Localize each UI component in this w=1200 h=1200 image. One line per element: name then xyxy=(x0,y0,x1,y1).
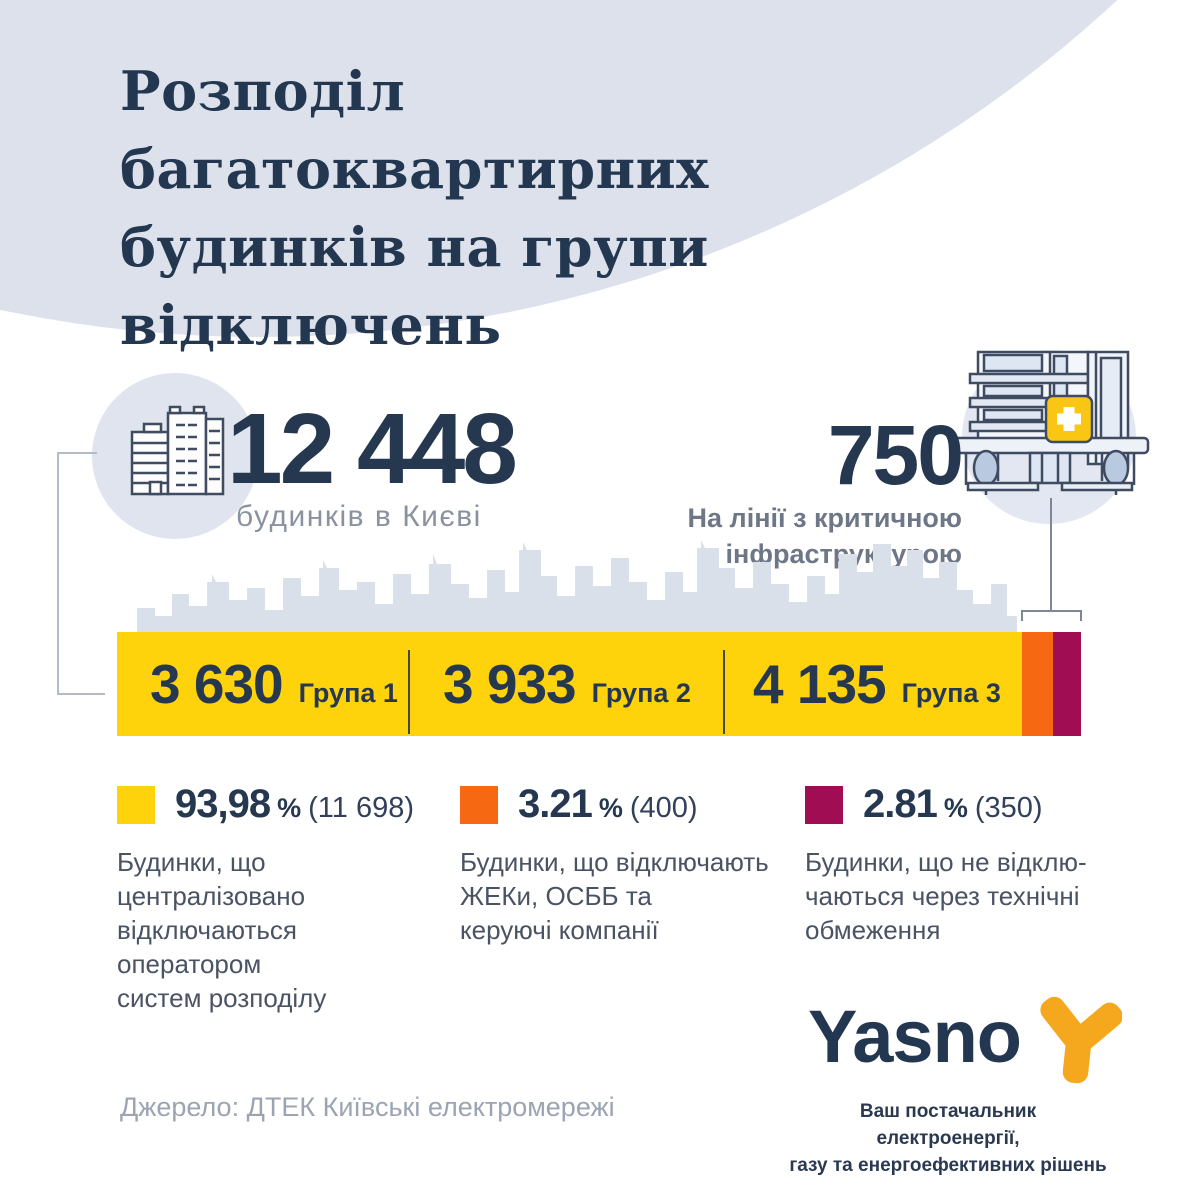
yasno-tagline: Ваш постачальник електроенергії, газу та… xyxy=(788,1098,1108,1179)
legend-description-1: Будинки, що централізовано відключаються… xyxy=(117,845,457,1015)
left-bracket-vertical xyxy=(57,452,59,695)
legend-unit-3: % xyxy=(943,793,968,823)
desc-1-line-3: відключаються xyxy=(117,915,297,945)
desc-2-line-2: ЖЕКи, ОСББ та xyxy=(460,881,652,911)
left-bracket-bottom-tick xyxy=(57,693,105,695)
yasno-logo-y-icon xyxy=(1040,996,1122,1084)
legend-unit-2: % xyxy=(598,793,623,823)
outage-groups-bar xyxy=(117,632,1081,736)
desc-2-line-1: Будинки, що відключають xyxy=(460,847,769,877)
page-title: Розподіл багатоквартирних будинків на гр… xyxy=(120,52,920,364)
bar-group-2: 3 933 Група 2 xyxy=(443,632,691,736)
total-buildings-caption: будинків в Києві xyxy=(236,500,482,533)
left-bracket-top-tick xyxy=(57,452,97,454)
desc-3-line-3: обмеження xyxy=(805,915,941,945)
desc-2-line-3: керуючі компанії xyxy=(460,915,659,945)
hospital-icon xyxy=(950,350,1150,495)
critical-caption-line-1: На лінії з критичною xyxy=(687,503,962,533)
total-buildings-value: 12 448 xyxy=(227,393,518,505)
desc-1-line-2: централізовано xyxy=(117,881,306,911)
source-note: Джерело: ДТЕК Київські електромережі xyxy=(120,1092,615,1122)
tagline-line-2: газу та енергоефективних рішень xyxy=(789,1155,1107,1176)
critical-value: 750 xyxy=(827,408,964,502)
legend-swatch-orange xyxy=(460,786,498,824)
bar-segment-centralized xyxy=(117,632,1022,736)
legend-count-3: (350) xyxy=(974,792,1043,824)
bar-segment-zheks xyxy=(1022,632,1053,736)
right-bracket-right-tick xyxy=(1080,610,1082,621)
building-icon xyxy=(130,405,225,496)
desc-3-line-2: чаються через технічні xyxy=(805,881,1080,911)
group-2-label: Група 2 xyxy=(591,677,691,708)
legend-count-2: (400) xyxy=(629,792,698,824)
legend-unit-1: % xyxy=(277,793,302,823)
city-skyline xyxy=(137,540,1017,632)
legend-item-centralized: 93,98 % (11 698) xyxy=(117,782,414,831)
legend-percent-3: 2.81 xyxy=(863,782,938,826)
desc-1-line-1: Будинки, що xyxy=(117,847,266,877)
bar-group-1: 3 630 Група 1 xyxy=(150,632,398,736)
bar-divider-2 xyxy=(723,650,725,734)
group-3-value: 4 135 xyxy=(753,653,887,715)
desc-1-line-5: систем розподілу xyxy=(117,983,327,1013)
bar-divider-1 xyxy=(408,650,410,734)
desc-1-line-4: оператором xyxy=(117,949,262,979)
legend-item-technical: 2.81 % (350) xyxy=(805,782,1043,831)
title-line-3: відключень xyxy=(120,293,502,357)
legend-swatch-yellow xyxy=(117,786,155,824)
tagline-line-1: Ваш постачальник електроенергії, xyxy=(859,1101,1037,1149)
bar-group-3: 4 135 Група 3 xyxy=(753,632,1001,736)
desc-3-line-1: Будинки, що не відклю- xyxy=(805,847,1087,877)
yasno-logo-text: Yasno xyxy=(808,995,1022,1078)
group-1-value: 3 630 xyxy=(150,653,284,715)
bar-segment-technical xyxy=(1053,632,1081,736)
right-bracket-left-tick xyxy=(1021,610,1023,621)
right-bracket-horizontal xyxy=(1021,610,1082,612)
legend-count-1: (11 698) xyxy=(308,792,414,824)
legend-swatch-maroon xyxy=(805,786,843,824)
title-line-2: будинків на групи xyxy=(120,215,709,279)
group-2-value: 3 933 xyxy=(443,653,577,715)
group-3-label: Група 3 xyxy=(901,677,1001,708)
legend-percent-1: 93,98 xyxy=(175,782,271,826)
right-bracket-vertical xyxy=(1050,498,1052,612)
title-line-1: Розподіл багатоквартирних xyxy=(120,59,709,201)
legend-description-3: Будинки, що не відклю- чаються через тех… xyxy=(805,845,1145,947)
legend-description-2: Будинки, що відключають ЖЕКи, ОСББ та ке… xyxy=(460,845,800,947)
legend-percent-2: 3.21 xyxy=(518,782,593,826)
group-1-label: Група 1 xyxy=(298,677,398,708)
legend-item-zheks: 3.21 % (400) xyxy=(460,782,698,831)
